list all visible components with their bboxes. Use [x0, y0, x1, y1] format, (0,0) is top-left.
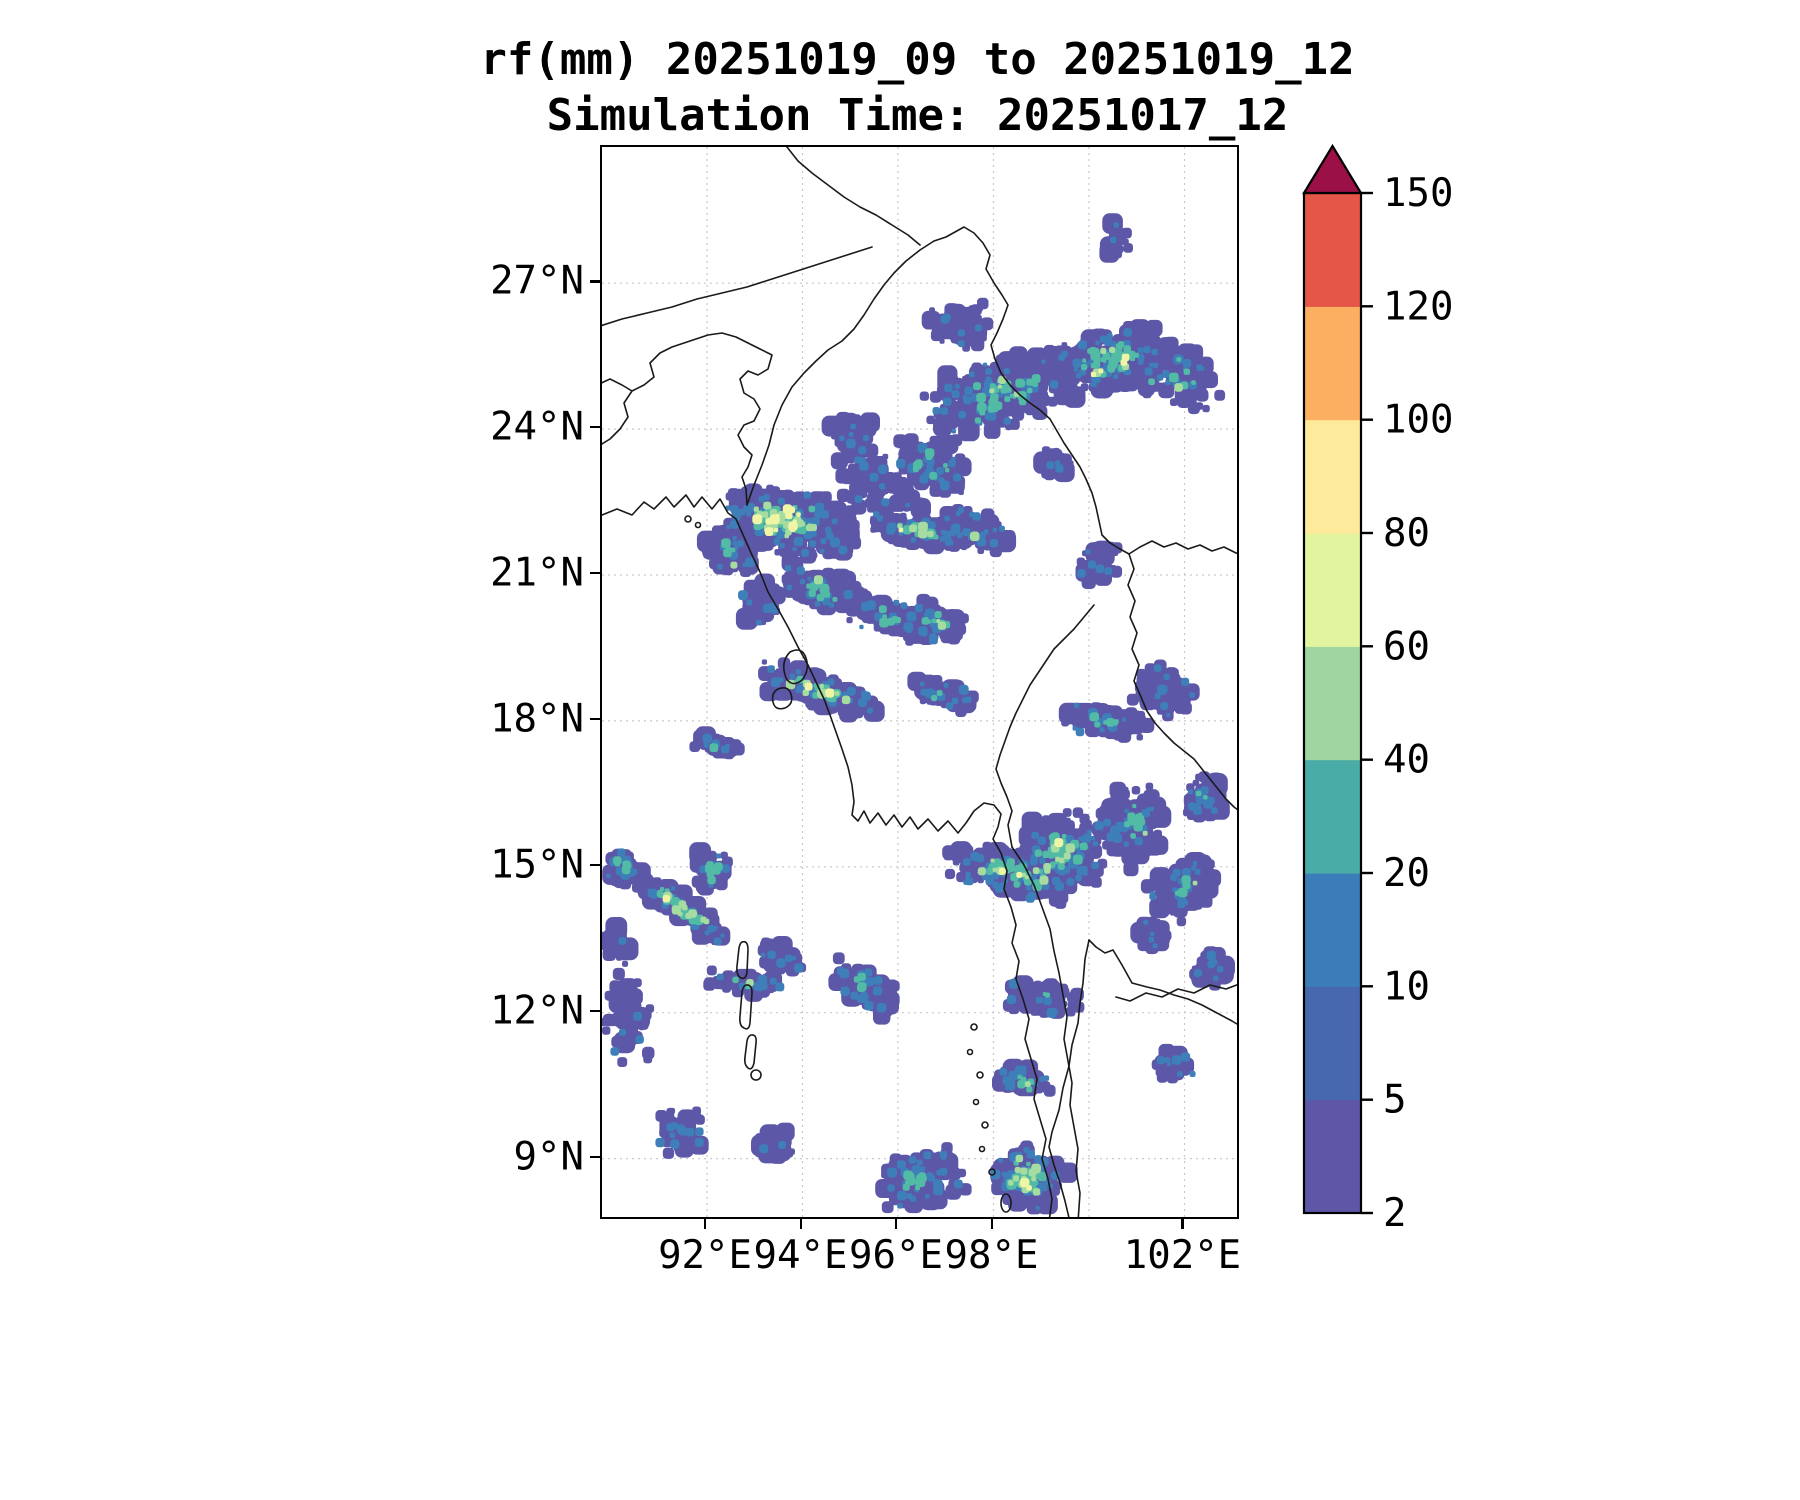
border-path — [1115, 984, 1237, 1002]
island-outline — [972, 1098, 980, 1106]
x-tickmark — [799, 1219, 802, 1229]
island-outline — [684, 515, 692, 523]
y-tick-label: 15°N — [490, 842, 584, 888]
colorbar-segment — [1304, 873, 1361, 987]
island-outline — [694, 521, 702, 529]
border-path — [602, 332, 773, 506]
x-tickmark — [990, 1219, 993, 1229]
colorbar-tick-label: 5 — [1383, 1078, 1406, 1123]
colorbar-tick-label: 20 — [1383, 851, 1430, 896]
colorbar-segment — [1304, 419, 1361, 534]
island-outline — [981, 1121, 989, 1129]
x-tickmark — [895, 1219, 898, 1229]
colorbar-tick-label: 120 — [1383, 284, 1453, 329]
colorbar-tick-label: 100 — [1383, 398, 1453, 443]
border-path — [602, 378, 633, 392]
colorbar-segment — [1304, 1099, 1361, 1214]
colorbar-segment — [1304, 306, 1361, 421]
colorbar-tick-label: 10 — [1383, 964, 1430, 1009]
colorbar-svg: 2 5 10 20 40 60 80 100 120 150 — [1302, 143, 1453, 1236]
colorbar-segment — [1304, 759, 1361, 874]
y-tick-label: 12°N — [490, 988, 584, 1034]
island-outline — [750, 1069, 762, 1081]
border-path — [602, 246, 873, 327]
coastline-path — [602, 494, 1053, 1217]
island-outline — [744, 1034, 757, 1070]
y-tick-label: 9°N — [513, 1134, 584, 1180]
colorbar-segment — [1304, 533, 1361, 647]
y-tickmark — [590, 717, 600, 721]
colorbar-segment — [1304, 646, 1361, 761]
rainfall-layer — [602, 213, 1235, 1215]
border-path — [995, 604, 1095, 848]
island-outline — [978, 1145, 986, 1153]
map-plot — [602, 147, 1237, 1217]
island-outline — [976, 1071, 984, 1079]
island-outline — [771, 687, 793, 710]
island-outline — [970, 1023, 978, 1031]
colorbar: 2 5 10 20 40 60 80 100 120 150 — [1296, 140, 1526, 1280]
island-outline — [739, 984, 753, 1030]
x-tick-label: 98°E — [944, 1233, 1039, 1278]
map-frame — [600, 145, 1239, 1219]
y-tick-label: 24°N — [490, 404, 584, 450]
island-outline — [782, 649, 809, 685]
y-tickmark — [590, 572, 600, 575]
y-tick-label: 18°N — [490, 696, 584, 742]
x-tick-label: 92°E — [658, 1233, 752, 1278]
colorbar-tick-label: 2 — [1383, 1191, 1406, 1236]
x-tick-label: 102°E — [1123, 1233, 1242, 1278]
border-path — [1011, 846, 1081, 1217]
y-tickmark — [590, 1009, 600, 1013]
x-tick-label: 96°E — [849, 1233, 943, 1278]
rain-cells-level0 — [602, 216, 1234, 1214]
coastline-path — [1088, 939, 1237, 1025]
figure-subtitle: Simulation Time: 20251017_12 — [546, 90, 1289, 141]
island-outline — [1000, 1193, 1012, 1213]
rain-cells-level4 — [662, 353, 1130, 1191]
island-outline — [736, 940, 749, 980]
x-tickmark — [1181, 1219, 1184, 1229]
colorbar-segment — [1304, 986, 1361, 1101]
y-tickmark — [590, 863, 600, 867]
colorbar-extend-triangle — [1302, 143, 1363, 195]
x-tick-label: 94°E — [753, 1233, 848, 1278]
y-tick-label: 27°N — [490, 258, 584, 304]
figure-title: rf(mm) 20251019_09 to 20251019_12 — [480, 34, 1355, 85]
y-tick-label: 21°N — [490, 550, 584, 596]
colorbar-tick-label: 80 — [1383, 511, 1430, 556]
border-path — [786, 147, 921, 246]
border-path — [1127, 553, 1237, 811]
island-outline — [966, 1048, 974, 1056]
y-tickmark — [590, 1155, 600, 1159]
coastlines — [602, 147, 1237, 1217]
island-outline — [988, 1168, 996, 1176]
colorbar-tick-label: 150 — [1383, 171, 1453, 216]
colorbar-tick-label: 40 — [1383, 738, 1430, 783]
colorbar-segment — [1304, 193, 1361, 307]
colorbar-tick-label: 60 — [1383, 624, 1430, 669]
coastline-path — [1048, 939, 1090, 1217]
y-tickmark — [590, 280, 600, 283]
x-tickmark — [704, 1219, 707, 1229]
y-tickmark — [590, 426, 600, 429]
